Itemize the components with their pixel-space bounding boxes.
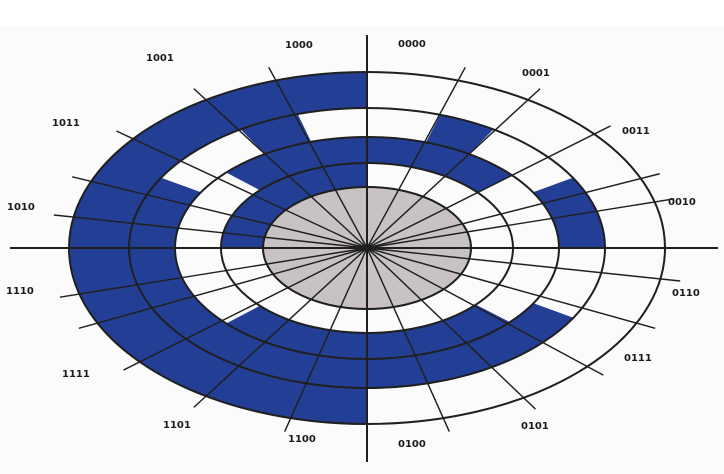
label-1011: 1011 — [52, 118, 80, 129]
label-1111: 1111 — [62, 369, 90, 380]
label-0100: 0100 — [398, 439, 426, 450]
label-1110: 1110 — [6, 286, 34, 297]
label-0001: 0001 — [522, 68, 550, 79]
radial-divider-line — [366, 247, 537, 410]
radial-divider-line — [366, 88, 541, 249]
radial-divider-line — [366, 247, 450, 432]
filled-band-segment — [532, 177, 606, 249]
label-0011: 0011 — [622, 126, 650, 137]
label-layer: 0000 0001 0011 0010 0110 0111 0101 0100 … — [6, 39, 700, 450]
label-1001: 1001 — [146, 53, 174, 64]
label-1000: 1000 — [285, 40, 313, 51]
radial-divider-line — [366, 173, 660, 249]
radial-divider-line — [284, 247, 368, 432]
label-0111: 0111 — [624, 353, 652, 364]
radial-divider-line — [123, 247, 368, 371]
radial-divider-line — [193, 247, 368, 408]
radial-divider-line — [366, 247, 681, 282]
radial-divider-line — [366, 247, 656, 329]
radial-divider-line — [53, 214, 368, 249]
label-1100: 1100 — [288, 434, 316, 445]
radial-divider-line — [71, 176, 368, 249]
label-1010: 1010 — [7, 202, 35, 213]
label-0101: 0101 — [521, 421, 549, 432]
radial-divider-line — [366, 247, 604, 376]
radial-divider-line — [116, 130, 368, 249]
axis-layer — [10, 35, 718, 462]
radial-divider-line — [366, 125, 611, 249]
label-0000: 0000 — [398, 39, 426, 50]
radial-divider-line — [193, 88, 368, 249]
ray-layer — [53, 58, 681, 438]
radial-divider-line — [268, 66, 368, 249]
radial-divider-line — [366, 198, 675, 249]
radial-divider-line — [78, 247, 368, 329]
radial-divider-line — [59, 247, 368, 298]
radial-divider-line — [366, 66, 466, 249]
label-0110: 0110 — [672, 288, 700, 299]
label-1101: 1101 — [163, 420, 191, 431]
label-0010: 0010 — [668, 197, 696, 208]
